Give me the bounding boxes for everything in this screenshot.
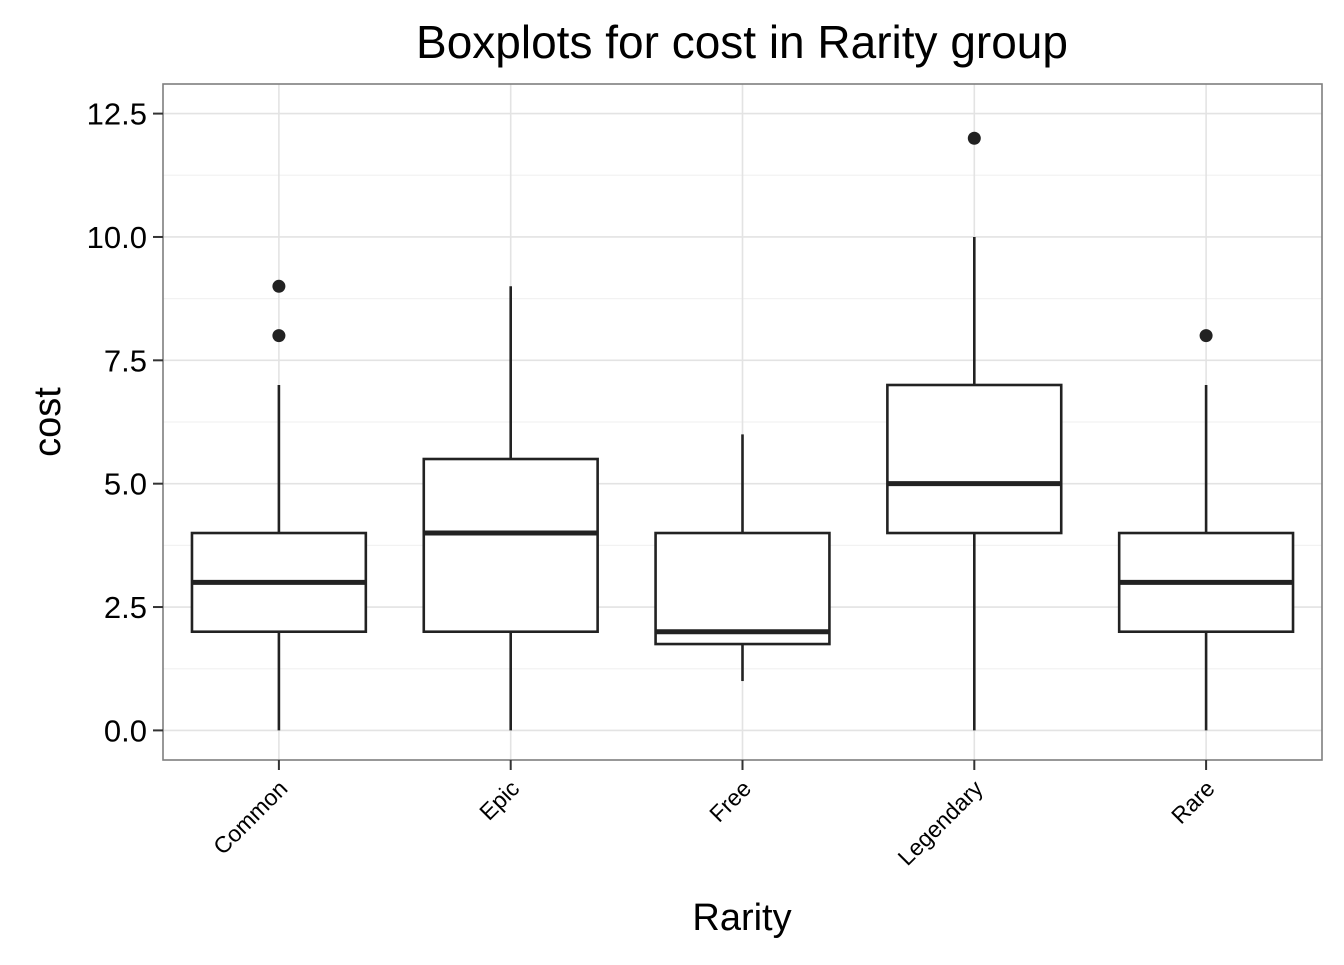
outlier-point [272, 279, 286, 293]
box-body [654, 531, 831, 646]
x-tick-label: Free [704, 775, 756, 827]
x-tick-label: Common [208, 775, 292, 859]
box-common [190, 279, 368, 731]
y-tick-label: 7.5 [104, 343, 147, 378]
y-tick-label: 5.0 [104, 467, 147, 502]
x-tick-label: Epic [474, 775, 524, 825]
outlier-point [272, 329, 286, 343]
x-tick-label: Legendary [893, 775, 989, 871]
y-tick-label: 10.0 [87, 220, 147, 255]
y-tick-label: 2.5 [104, 590, 147, 625]
y-tick-label: 12.5 [87, 97, 147, 132]
plot-area: 0.0 2.5 5.0 7.5 10.0 12.5 Common Epic Free Legend… [87, 83, 1323, 871]
y-axis-label: cost [27, 387, 69, 457]
x-axis-label: Rarity [692, 897, 791, 939]
box-rare [1117, 329, 1295, 731]
outlier-point [1199, 329, 1213, 343]
chart-title: Boxplots for cost in Rarity group [416, 16, 1068, 68]
box-legendary [886, 131, 1063, 731]
box-free [654, 434, 831, 682]
box-body [886, 383, 1063, 535]
x-tick-label: Rare [1166, 775, 1220, 829]
box-body [422, 457, 599, 634]
box-epic [422, 286, 599, 731]
outlier-point [967, 131, 981, 145]
y-tick-label: 0.0 [104, 713, 147, 748]
